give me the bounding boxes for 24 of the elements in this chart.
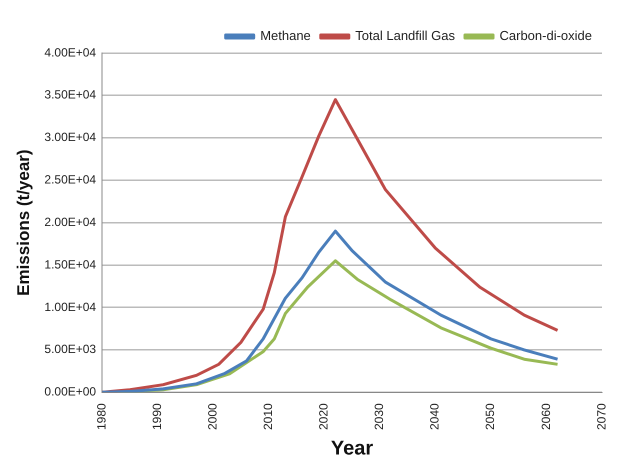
x-tick-label: 2040 bbox=[428, 402, 442, 430]
x-tick-label: 1980 bbox=[94, 402, 108, 430]
y-tick-label: 2.00E+04 bbox=[44, 214, 96, 229]
y-tick-label: 2.50E+04 bbox=[44, 172, 96, 187]
x-tick-label: 2050 bbox=[483, 402, 498, 430]
y-tick-label: 5.00E+03 bbox=[44, 342, 96, 356]
x-tick-label: 2030 bbox=[372, 402, 386, 430]
y-tick-label: 3.00E+04 bbox=[44, 130, 96, 144]
x-tick-label: 2010 bbox=[261, 402, 276, 430]
legend-label: Total Landfill Gas bbox=[355, 28, 456, 44]
y-tick-label: 1.50E+04 bbox=[44, 257, 96, 272]
x-tick-label: 2020 bbox=[316, 402, 331, 430]
x-tick-label: 2000 bbox=[206, 402, 220, 430]
y-tick-label: 0.00E+00 bbox=[44, 384, 96, 399]
legend-label: Methane bbox=[260, 28, 311, 44]
x-tick-label: 2060 bbox=[538, 402, 553, 430]
legend-label: Carbon-di-oxide bbox=[500, 28, 592, 44]
y-tick-label: 3.50E+04 bbox=[44, 88, 96, 102]
y-tick-label: 1.00E+04 bbox=[44, 300, 96, 314]
y-axis-title: Emissions (t/year) bbox=[14, 149, 33, 296]
x-tick-label: 2070 bbox=[594, 402, 608, 430]
x-axis-title: Year bbox=[330, 438, 374, 460]
x-tick-label: 1990 bbox=[150, 402, 164, 430]
y-tick-label: 4.00E+04 bbox=[44, 45, 96, 60]
